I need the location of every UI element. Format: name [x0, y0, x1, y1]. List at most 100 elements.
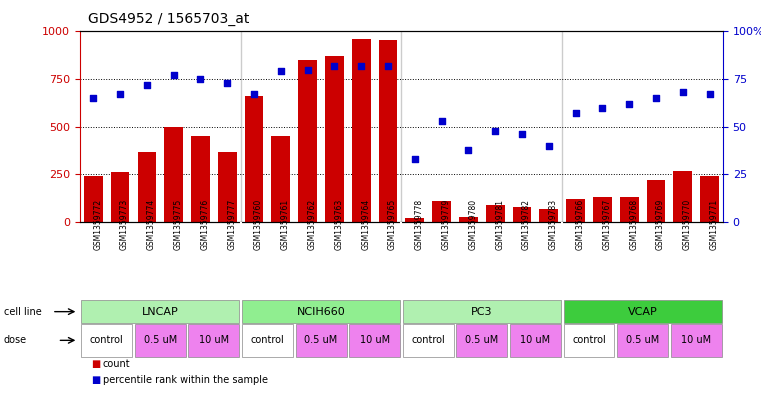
Text: ■: ■: [91, 375, 100, 385]
Bar: [191, 136, 210, 222]
Point: [355, 62, 368, 69]
Bar: [164, 127, 183, 222]
FancyBboxPatch shape: [670, 324, 721, 357]
Text: GSM1359766: GSM1359766: [575, 199, 584, 250]
Point: [650, 95, 662, 101]
FancyBboxPatch shape: [403, 300, 561, 323]
Point: [114, 91, 126, 97]
Text: 0.5 uM: 0.5 uM: [465, 335, 498, 345]
FancyBboxPatch shape: [564, 300, 721, 323]
Text: 0.5 uM: 0.5 uM: [144, 335, 177, 345]
Point: [623, 101, 635, 107]
Text: dose: dose: [4, 335, 27, 345]
Text: GSM1359760: GSM1359760: [254, 199, 263, 250]
FancyBboxPatch shape: [617, 324, 668, 357]
Text: GSM1359776: GSM1359776: [200, 199, 209, 250]
Bar: [272, 136, 290, 222]
Text: GSM1359763: GSM1359763: [334, 199, 343, 250]
Text: 10 uM: 10 uM: [521, 335, 550, 345]
Text: GSM1359777: GSM1359777: [228, 199, 236, 250]
Text: GSM1359767: GSM1359767: [603, 199, 611, 250]
Text: GSM1359783: GSM1359783: [549, 199, 558, 250]
Text: GSM1359775: GSM1359775: [174, 199, 183, 250]
Point: [382, 62, 394, 69]
Bar: [138, 152, 156, 222]
Point: [703, 91, 715, 97]
Text: ■: ■: [91, 360, 100, 369]
Point: [194, 76, 206, 82]
Text: PC3: PC3: [471, 307, 492, 317]
Text: GSM1359782: GSM1359782: [522, 199, 531, 250]
FancyBboxPatch shape: [242, 324, 293, 357]
FancyBboxPatch shape: [403, 324, 454, 357]
FancyBboxPatch shape: [189, 324, 239, 357]
FancyBboxPatch shape: [81, 324, 132, 357]
Text: GSM1359762: GSM1359762: [307, 199, 317, 250]
Point: [248, 91, 260, 97]
Bar: [700, 176, 719, 222]
Text: GSM1359773: GSM1359773: [120, 199, 129, 250]
Point: [328, 62, 340, 69]
Bar: [218, 152, 237, 222]
Bar: [513, 207, 531, 222]
Point: [409, 156, 421, 162]
Text: control: control: [572, 335, 606, 345]
Text: 10 uM: 10 uM: [199, 335, 229, 345]
Bar: [593, 197, 612, 222]
FancyBboxPatch shape: [135, 324, 186, 357]
Bar: [406, 218, 424, 222]
Text: 0.5 uM: 0.5 uM: [304, 335, 338, 345]
Point: [677, 89, 689, 95]
Bar: [110, 173, 129, 222]
Point: [141, 82, 153, 88]
Text: GSM1359768: GSM1359768: [629, 199, 638, 250]
Text: GSM1359781: GSM1359781: [495, 199, 505, 250]
FancyBboxPatch shape: [457, 324, 508, 357]
FancyBboxPatch shape: [564, 324, 614, 357]
FancyBboxPatch shape: [81, 300, 239, 323]
Text: GSM1359769: GSM1359769: [656, 199, 665, 250]
FancyBboxPatch shape: [242, 300, 400, 323]
Point: [516, 131, 528, 138]
Text: GSM1359770: GSM1359770: [683, 199, 692, 250]
Text: percentile rank within the sample: percentile rank within the sample: [103, 375, 268, 385]
Bar: [84, 176, 103, 222]
Text: control: control: [90, 335, 123, 345]
Point: [301, 66, 314, 73]
Text: cell line: cell line: [4, 307, 42, 317]
Bar: [298, 60, 317, 222]
Text: GSM1359778: GSM1359778: [415, 199, 424, 250]
Text: count: count: [103, 360, 130, 369]
Bar: [647, 180, 665, 222]
Text: GSM1359779: GSM1359779: [441, 199, 451, 250]
Bar: [486, 205, 505, 222]
Bar: [540, 209, 558, 222]
Bar: [432, 201, 451, 222]
Bar: [325, 56, 344, 222]
Bar: [245, 96, 263, 222]
Point: [221, 80, 234, 86]
FancyBboxPatch shape: [510, 324, 561, 357]
Point: [88, 95, 100, 101]
FancyBboxPatch shape: [295, 324, 346, 357]
Point: [543, 143, 555, 149]
Text: GSM1359772: GSM1359772: [94, 199, 102, 250]
Text: GSM1359764: GSM1359764: [361, 199, 371, 250]
Point: [275, 68, 287, 75]
Text: 0.5 uM: 0.5 uM: [626, 335, 659, 345]
Point: [167, 72, 180, 79]
Text: GSM1359780: GSM1359780: [469, 199, 477, 250]
Text: LNCAP: LNCAP: [142, 307, 179, 317]
Bar: [566, 199, 585, 222]
Text: NCIH660: NCIH660: [297, 307, 345, 317]
Text: GSM1359761: GSM1359761: [281, 199, 290, 250]
Point: [597, 105, 609, 111]
Text: GSM1359774: GSM1359774: [147, 199, 156, 250]
Bar: [352, 39, 371, 222]
Bar: [619, 197, 638, 222]
Text: control: control: [412, 335, 445, 345]
Text: VCAP: VCAP: [628, 307, 658, 317]
Bar: [673, 171, 693, 222]
Bar: [379, 40, 397, 222]
Text: GDS4952 / 1565703_at: GDS4952 / 1565703_at: [88, 12, 249, 26]
